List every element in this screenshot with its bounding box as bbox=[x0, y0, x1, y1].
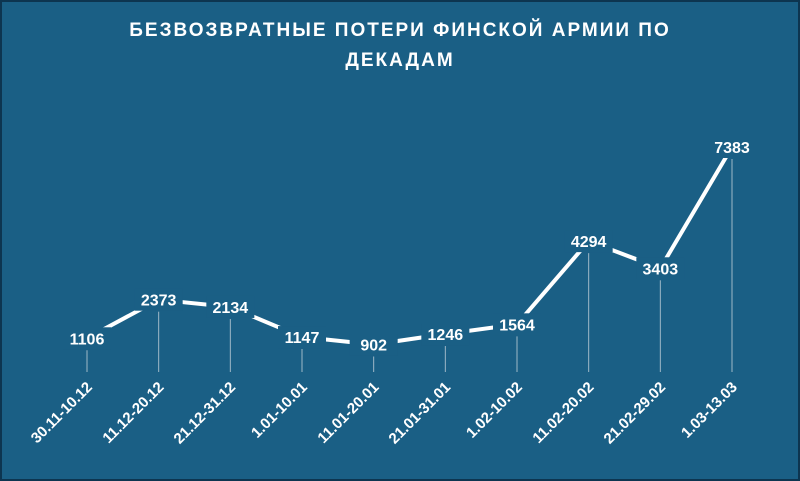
data-label: 3403 bbox=[643, 261, 679, 278]
data-label: 7383 bbox=[714, 140, 750, 157]
line bbox=[86, 145, 734, 347]
label-bg bbox=[349, 333, 398, 356]
data-label: 1147 bbox=[285, 330, 320, 347]
label-bg bbox=[206, 295, 255, 318]
data-label: 1106 bbox=[70, 331, 105, 348]
label-bg bbox=[278, 326, 326, 349]
label-bg bbox=[134, 288, 183, 311]
label-bg bbox=[636, 257, 685, 280]
x-tick-label: 11.02-20.02 bbox=[529, 379, 597, 447]
data-label: 1564 bbox=[499, 317, 535, 334]
data-label: 2134 bbox=[213, 300, 249, 317]
x-tick-label: 21.12-31.12 bbox=[171, 379, 240, 448]
chart-title: БЕЗВОЗВРАТНЫЕ ПОТЕРИ ФИНСКОЙ АРМИИ ПО ДЕ… bbox=[129, 20, 671, 71]
data-label: 2373 bbox=[141, 293, 177, 310]
x-tick-label: 1.01-10.01 bbox=[248, 379, 311, 442]
label-bg bbox=[708, 136, 756, 158]
x-tick-label: 11.12-20.12 bbox=[99, 379, 167, 447]
data-label: 902 bbox=[360, 338, 387, 355]
x-tick-label: 30.11-10.12 bbox=[28, 379, 96, 447]
x-tick-label: 21.01-31.01 bbox=[386, 379, 455, 448]
x-tick-label: 21.02-29.02 bbox=[601, 379, 670, 448]
label-bg bbox=[493, 313, 541, 336]
x-tick-label: 1.02-10.02 bbox=[463, 379, 526, 442]
label-bg bbox=[564, 230, 613, 253]
label-bg bbox=[63, 327, 111, 350]
label-bg bbox=[421, 323, 470, 346]
data-label: 4294 bbox=[571, 234, 607, 251]
data-label: 1246 bbox=[428, 327, 464, 344]
x-tick-label: 1.03-13.03 bbox=[678, 379, 741, 442]
x-tick-label: 11.01-20.01 bbox=[314, 379, 382, 447]
